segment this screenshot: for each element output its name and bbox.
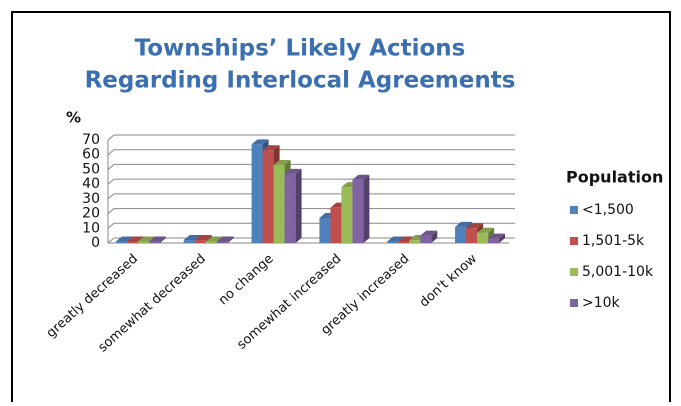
bar: [216, 236, 234, 243]
bar-face: [205, 241, 217, 243]
legend-label: 1,501-5k: [582, 233, 645, 249]
grid-line: [107, 178, 115, 185]
bar-face: [455, 226, 467, 243]
grid-line: [107, 134, 115, 141]
bar-face: [216, 241, 228, 243]
bar-face: [387, 241, 399, 243]
chart-title: Regarding Interlocal Agreements: [85, 68, 516, 94]
chart-title: Townships’ Likely Actions: [135, 36, 466, 62]
y-tick-label: 20: [82, 206, 100, 222]
legend-swatch: [570, 237, 578, 245]
legend-swatch: [570, 268, 578, 276]
bar: [488, 233, 506, 243]
legend-label: <1,500: [582, 202, 634, 218]
legend-swatch: [570, 206, 578, 214]
y-tick-label: 40: [82, 176, 100, 192]
bar-face: [341, 187, 353, 243]
bar-face: [319, 217, 331, 243]
bar-face: [398, 241, 410, 243]
bar: [284, 168, 302, 243]
bar-face: [262, 145, 280, 151]
y-tick-label: 50: [82, 161, 100, 177]
bar-face: [194, 235, 212, 241]
bar-face: [466, 228, 478, 243]
grid-line: [107, 237, 115, 244]
bar-face: [387, 236, 405, 242]
bar-face: [115, 241, 127, 243]
bar: [148, 236, 166, 243]
bar-face: [273, 165, 285, 243]
y-axis-label: %: [66, 109, 81, 127]
bar-face: [205, 236, 223, 242]
legend-label: 5,001-10k: [582, 264, 654, 280]
bar-face: [466, 223, 484, 229]
bar-face: [216, 236, 234, 242]
bar-face: [194, 240, 206, 243]
bar-face: [284, 168, 302, 174]
grid-line: [107, 164, 115, 170]
bar-face: [159, 236, 166, 243]
bar-face: [352, 179, 364, 243]
bar-face: [409, 240, 421, 243]
bar-face: [183, 240, 195, 243]
grid-line: [107, 193, 115, 200]
bar-face: [420, 235, 432, 243]
bar: [420, 230, 438, 243]
bar-face: [455, 221, 473, 227]
bar-face: [115, 236, 133, 242]
bar-face: [148, 241, 160, 243]
bar-face: [488, 238, 500, 243]
bar-face: [431, 230, 438, 243]
bar: [352, 174, 370, 243]
bar-face: [420, 230, 438, 236]
bar-face: [126, 241, 138, 243]
bar-face: [477, 227, 495, 233]
bar-face: [137, 241, 149, 243]
bar-face: [477, 232, 489, 243]
bar-face: [295, 168, 302, 243]
grid-line: [107, 149, 115, 156]
bar-face: [183, 235, 201, 241]
legend-label: >10k: [582, 295, 621, 311]
bar-face: [273, 160, 291, 166]
grid-line: [107, 222, 115, 229]
legend-swatch: [570, 299, 578, 307]
legend-title: Population: [566, 168, 663, 187]
bar-face: [488, 233, 506, 239]
bar-face: [126, 236, 144, 242]
bar-face: [330, 207, 342, 243]
bar-face: [251, 144, 263, 243]
bar-face: [398, 236, 416, 242]
bar-face: [227, 236, 234, 243]
y-tick-label: 10: [82, 220, 100, 236]
y-tick-label: 60: [82, 147, 100, 163]
bar-face: [148, 236, 166, 242]
bar-face: [251, 139, 269, 145]
bar-face: [352, 174, 370, 180]
bar-face: [363, 174, 370, 243]
y-tick-label: 0: [91, 235, 100, 251]
y-tick-label: 70: [82, 132, 100, 148]
y-tick-label: 30: [82, 191, 100, 207]
bar-face: [262, 150, 274, 243]
grid-line: [107, 208, 115, 214]
bar-face: [499, 233, 506, 243]
bar-face: [137, 236, 155, 242]
bar-face: [284, 173, 296, 243]
